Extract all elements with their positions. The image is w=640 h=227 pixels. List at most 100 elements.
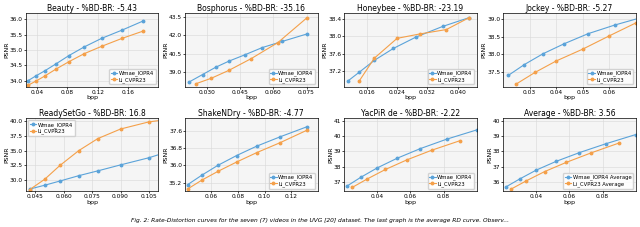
Li_CVPR23 Average [508,188,515,190]
Y-axis label: PSNR: PSNR [328,146,333,163]
Wmae_IOPR4 [225,60,233,62]
Li_CVPR23 [75,149,83,152]
Wmae_IOPR4 [259,46,266,49]
Li_CVPR23 [303,129,311,132]
Li_CVPR23 [513,83,520,85]
Wmae_IOPR4 [41,69,49,72]
Li_CVPR23 [531,71,539,74]
Y-axis label: PSNR: PSNR [4,42,9,58]
Line: Li_CVPR23: Li_CVPR23 [186,129,308,190]
Wmae_IOPR4 [539,52,547,55]
Legend: Wmae_IOPR4 Average, Li_CVPR23 Average: Wmae_IOPR4 Average, Li_CVPR23 Average [563,173,633,189]
Li_CVPR23 [364,178,371,180]
Li_CVPR23 Average [563,161,570,164]
Wmae_IOPR4 [186,81,193,83]
Li_CVPR23 [381,168,389,171]
Wmae_IOPR4 [393,157,401,160]
Title: Jockey - %BD-BR: -5.27: Jockey - %BD-BR: -5.27 [526,4,613,13]
Li_CVPR23 [214,170,222,173]
Line: Li_CVPR23 Average: Li_CVPR23 Average [510,142,621,190]
Wmae_IOPR4 [473,128,481,131]
Li_CVPR23 [632,22,639,24]
Li_CVPR23 [118,37,126,40]
Line: Li_CVPR23: Li_CVPR23 [27,30,145,86]
Wmae_IOPR4 [373,167,381,169]
Wmae_IOPR4 [584,32,592,35]
X-axis label: bpp: bpp [404,200,417,205]
Li_CVPR23 [164,118,172,121]
Title: YacPiR de - %BD-BR: -2.22: YacPiR de - %BD-BR: -2.22 [361,109,460,118]
Li_CVPR23 [579,48,587,50]
Wmae_IOPR4 [118,29,126,32]
Y-axis label: PSNR: PSNR [323,42,328,58]
Y-axis label: PSNR: PSNR [163,146,168,163]
Line: Li_CVPR23: Li_CVPR23 [358,16,470,82]
Wmae_IOPR4 [303,33,310,35]
Wmae_IOPR4 [41,184,49,187]
Li_CVPR23 [24,84,32,87]
Li_CVPR23 [605,35,613,37]
Li_CVPR23 Average [541,170,548,173]
Li_CVPR23 [140,30,147,32]
Wmae_IOPR4 [212,66,220,69]
Wmae_IOPR4 [26,188,33,190]
Wmae_IOPR4 [184,183,191,186]
Line: Li_CVPR23: Li_CVPR23 [195,17,308,85]
Line: Wmae_IOPR4: Wmae_IOPR4 [28,151,169,190]
Li_CVPR23 Average [616,142,623,144]
Wmae_IOPR4 [65,54,73,57]
Li_CVPR23 [225,69,233,72]
Li_CVPR23 [41,75,49,77]
Wmae_IOPR4 [417,147,424,150]
Li_CVPR23 [393,37,401,40]
Title: Beauty - %BD-BR: -5.43: Beauty - %BD-BR: -5.43 [47,4,137,13]
Wmae_IOPR4 [241,54,248,56]
Wmae_IOPR4 [214,164,222,167]
Wmae_IOPR4 [303,125,311,128]
Li_CVPR23 [116,128,124,130]
Wmae_IOPR4 [52,62,60,65]
Legend: Wmae_IOPR4, Li_CVPR23: Wmae_IOPR4, Li_CVPR23 [109,69,156,84]
Wmae_IOPR4 Average [575,151,583,154]
Wmae_IOPR4 [561,42,568,45]
Li_CVPR23 [184,188,191,190]
Li_CVPR23 [233,161,241,163]
Li_CVPR23 [65,60,73,63]
Wmae_IOPR4 [145,156,153,159]
Line: Wmae_IOPR4 Average: Wmae_IOPR4 Average [505,133,637,188]
Wmae_IOPR4 [80,46,88,48]
Wmae_IOPR4 [24,79,32,82]
Wmae_IOPR4 Average [502,185,510,188]
Li_CVPR23 [32,80,40,83]
Li_CVPR23 Average [588,152,595,154]
Wmae_IOPR4 Average [632,133,639,136]
Wmae_IOPR4 [611,24,618,27]
Wmae_IOPR4 [412,36,420,38]
Line: Wmae_IOPR4: Wmae_IOPR4 [508,16,640,76]
Li_CVPR23 [403,158,411,161]
Li_CVPR23 [303,17,310,20]
Text: Fig. 2: Rate-Distortion curves for the seven (7) videos in the UVG [20] dataset.: Fig. 2: Rate-Distortion curves for the s… [131,218,509,223]
Line: Li_CVPR23: Li_CVPR23 [515,22,637,85]
Li_CVPR23 [80,52,88,55]
X-axis label: bpp: bpp [563,95,575,100]
Wmae_IOPR4 [75,174,83,177]
Line: Li_CVPR23: Li_CVPR23 [28,118,169,191]
Wmae_IOPR4 [390,47,397,50]
Y-axis label: PSNR: PSNR [481,42,486,58]
Wmae_IOPR4 [504,74,512,77]
Wmae_IOPR4 [98,37,106,40]
Li_CVPR23 [41,178,49,181]
Title: Honeybee - %BD-BR: -23.19: Honeybee - %BD-BR: -23.19 [357,4,463,13]
Li_CVPR23 [355,80,363,82]
Li_CVPR23 [145,121,153,123]
Title: ShakeNDry - %BD-BR: -4.77: ShakeNDry - %BD-BR: -4.77 [198,109,304,118]
Wmae_IOPR4 [32,75,40,77]
Y-axis label: PSNR: PSNR [4,146,9,163]
Wmae_IOPR4 [140,20,147,22]
Line: Wmae_IOPR4: Wmae_IOPR4 [188,33,308,83]
Legend: Wmae_IOPR4, Li_CVPR23: Wmae_IOPR4, Li_CVPR23 [269,173,315,189]
Y-axis label: PSNR: PSNR [487,146,492,163]
Legend: Wmae_IOPR4, Li_CVPR23: Wmae_IOPR4, Li_CVPR23 [269,69,315,84]
Wmae_IOPR4 [443,138,451,141]
